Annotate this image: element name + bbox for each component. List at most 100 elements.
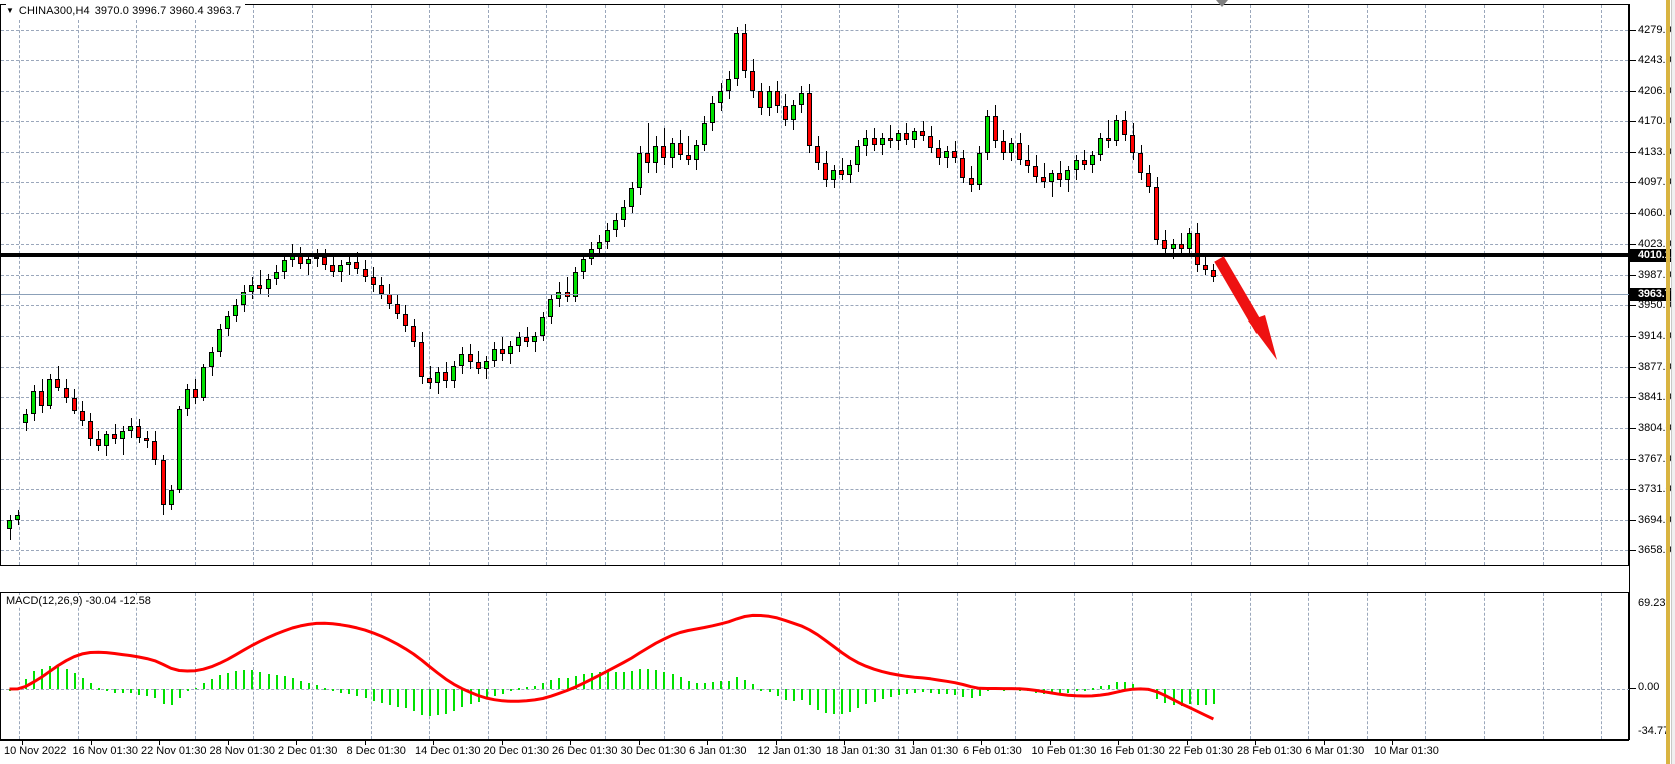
candle-body (1033, 166, 1039, 177)
price-tick: 3804.0 (1630, 422, 1675, 434)
chevron-down-icon[interactable]: ▼ (6, 6, 14, 15)
time-tick (844, 741, 845, 745)
price-tick: 3914.0 (1630, 330, 1675, 342)
macd-histogram-bar (526, 687, 529, 689)
scale-accent-bar (1666, 0, 1670, 764)
grid-line-vertical (1191, 5, 1192, 565)
grid-line-vertical (1015, 5, 1017, 565)
candle-body (31, 390, 37, 415)
macd-histogram-bar (105, 689, 108, 691)
macd-histogram-bar (493, 689, 496, 696)
macd-histogram-bar (647, 669, 650, 689)
price-chart-pane[interactable] (0, 4, 1630, 566)
time-axis[interactable]: 10 Nov 2022 16 Nov 01:30 22 Nov 01:30 28 No… (0, 740, 1629, 764)
macd-histogram-bar (178, 689, 181, 698)
time-axis-label: 10 Nov 2022 (4, 745, 67, 757)
macd-histogram-bar (275, 675, 278, 689)
grid-line-vertical (1425, 5, 1427, 565)
price-tick-label: 3877.0 (1638, 360, 1672, 373)
time-tick (912, 741, 914, 745)
candle-body (629, 188, 635, 207)
grid-line-vertical (312, 5, 313, 565)
time-tick (1323, 741, 1325, 745)
candle-body (920, 131, 926, 137)
price-tick: 3877.0 (1630, 360, 1675, 373)
grid-line-horizontal (1, 366, 1628, 368)
price-tick: 4133.0 (1630, 147, 1675, 158)
candle-body (483, 360, 489, 370)
grid-line-horizontal (1, 488, 1628, 490)
macd-histogram-bar (1059, 689, 1062, 695)
grid-line-horizontal (1, 335, 1628, 337)
candle-body (1105, 138, 1111, 142)
macd-histogram-bar (404, 689, 407, 709)
candle-body (806, 92, 812, 147)
grid-line-vertical (487, 5, 489, 565)
price-tick: 3987.0 (1630, 269, 1675, 281)
candle-body (693, 144, 699, 160)
candle-body (613, 220, 618, 231)
candle-body (168, 489, 174, 505)
candle-body (944, 151, 950, 159)
candle-wick (1108, 119, 1109, 149)
macd-histogram-bar (41, 668, 44, 689)
macd-histogram-bar (307, 682, 310, 689)
macd-histogram-bar (905, 689, 908, 695)
macd-histogram-bar (728, 680, 731, 689)
price-tick: 3731.0 (1630, 483, 1675, 495)
candle-body (726, 79, 732, 92)
grid-line-horizontal (1, 60, 1628, 62)
time-tick (1186, 741, 1188, 745)
candle-body (1073, 159, 1079, 170)
candle-body (467, 354, 473, 363)
candle-body (1097, 138, 1103, 155)
macd-histogram-bar (1204, 689, 1207, 705)
price-tick: 4060.0 (1630, 208, 1675, 219)
price-tick-label: 3694.0 (1638, 513, 1672, 526)
scroll-marker-icon[interactable] (1216, 0, 1228, 7)
macd-histogram-bar (687, 681, 690, 689)
macd-histogram-bar (833, 689, 836, 714)
macd-histogram-bar (776, 689, 779, 696)
grid-line-horizontal (1, 550, 1628, 551)
candle-body (742, 32, 748, 72)
price-tick-label: 4206.0 (1638, 85, 1672, 98)
macd-histogram-bar (348, 689, 351, 695)
price-tick-label: 3841.0 (1638, 390, 1672, 403)
macd-tick-label: -34.77 (1638, 725, 1670, 737)
candle-wick (502, 337, 503, 361)
candle-body (1113, 119, 1119, 142)
macd-histogram-bar (372, 689, 375, 701)
macd-histogram-bar (1115, 682, 1118, 689)
candle-body (491, 349, 497, 361)
grid-line-horizontal (1, 182, 1628, 184)
macd-histogram-bar (598, 672, 601, 689)
macd-histogram-bar (97, 688, 100, 690)
price-tick: 4170.0 (1630, 116, 1675, 127)
candle-wick (890, 124, 891, 149)
candle-wick (567, 277, 568, 303)
macd-histogram-bar (590, 672, 593, 689)
candle-body (23, 414, 29, 423)
macd-indicator-pane[interactable] (0, 592, 1630, 740)
candle-body (718, 91, 724, 103)
grid-line-horizontal (1, 274, 1628, 276)
macd-histogram-bar (1075, 689, 1078, 692)
candle-body (815, 146, 820, 164)
candle-body (596, 241, 602, 249)
candle-body (540, 317, 546, 336)
macd-signal-line (9, 613, 1215, 721)
price-tick-label: 3950.0 (1638, 299, 1672, 312)
macd-histogram-bar (606, 672, 609, 689)
price-tick: 4243.0 (1630, 55, 1675, 66)
macd-histogram-bar (186, 689, 189, 692)
macd-histogram-bar (615, 671, 617, 689)
price-tick: 4023.0 (1630, 239, 1675, 250)
macd-histogram-bar (913, 689, 916, 693)
candle-body (839, 169, 845, 175)
window-scrollbar[interactable] (1671, 0, 1675, 764)
macd-zero-line (1, 689, 1630, 690)
candle-body (960, 158, 966, 179)
time-axis-label: 6 Feb 01:30 (963, 745, 1022, 757)
candle-wick (1205, 255, 1206, 276)
